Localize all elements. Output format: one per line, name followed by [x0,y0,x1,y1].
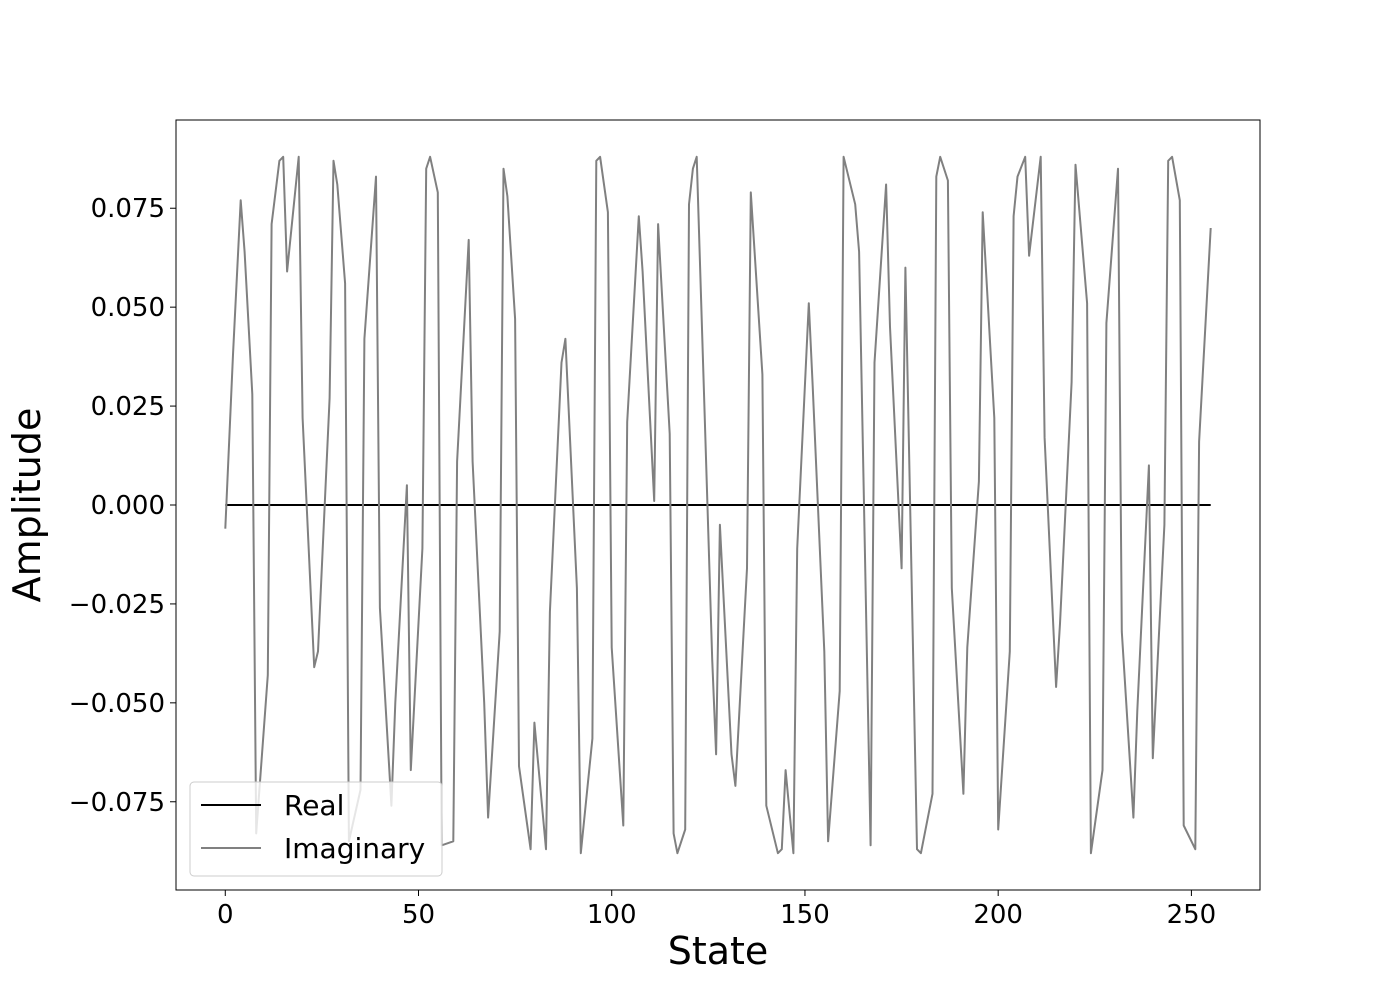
y-tick-label: −0.050 [69,689,165,719]
y-axis-ticks: 0.075 0.050 0.025 0.000 −0.025 −0.050 −0.075 [69,194,176,818]
x-tick-label: 0 [217,900,234,930]
plot-area [224,155,1212,855]
legend-label-real: Real [284,789,344,822]
x-tick-label: 150 [780,900,830,930]
x-tick-label: 100 [587,900,637,930]
x-axis-label: State [668,929,769,973]
y-tick-label: 0.075 [91,194,165,224]
y-tick-label: −0.025 [69,590,165,620]
legend: Real Imaginary [189,781,443,877]
x-tick-label: 200 [973,900,1023,930]
y-axis-label: Amplitude [5,408,49,603]
x-axis-ticks: 0 50 100 150 200 250 [217,890,1216,930]
plot-frame [175,119,1261,891]
legend-label-imaginary: Imaginary [284,832,425,865]
y-tick-label: −0.075 [69,788,165,818]
y-tick-label: 0.050 [91,293,165,323]
x-tick-label: 50 [402,900,435,930]
x-tick-label: 250 [1167,900,1217,930]
y-tick-label: 0.000 [91,491,165,521]
y-tick-label: 0.025 [91,392,165,422]
series-line-imaginary [224,155,1212,855]
